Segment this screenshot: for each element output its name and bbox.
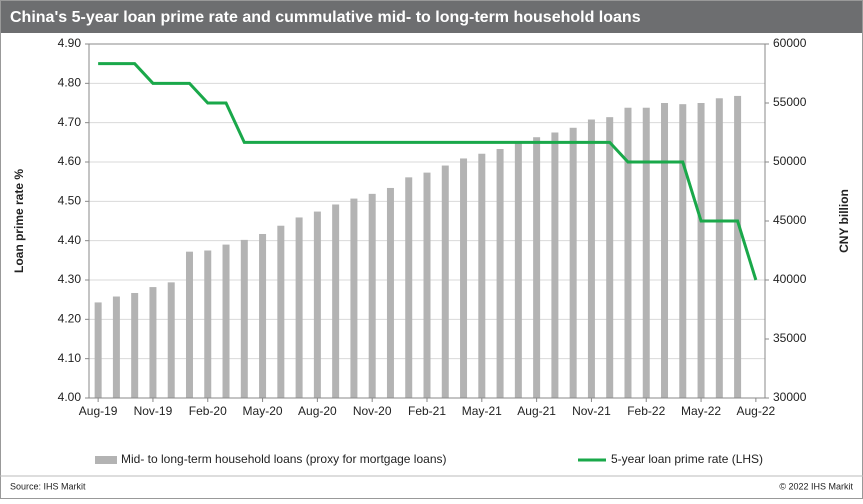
x-tick-label: Feb-22: [627, 404, 665, 418]
bar: [533, 137, 541, 398]
bar: [460, 158, 468, 398]
x-tick-label: May-21: [462, 404, 502, 418]
legend-label: Mid- to long-term household loans (proxy…: [121, 452, 447, 466]
bar: [94, 302, 102, 398]
y2-tick-label: 60000: [773, 36, 807, 50]
y-tick-label: 4.00: [58, 390, 82, 404]
title-bar: [1, 1, 862, 33]
bar: [167, 282, 175, 398]
x-tick-label: Aug-22: [737, 404, 776, 418]
bar: [551, 132, 559, 398]
y-axis-label: Loan prime rate %: [12, 169, 26, 273]
bar: [514, 143, 522, 398]
bar: [423, 172, 431, 398]
bar: [259, 233, 267, 398]
bar: [606, 117, 614, 398]
bar: [204, 250, 212, 398]
y2-tick-label: 40000: [773, 272, 807, 286]
x-tick-label: Nov-20: [353, 404, 392, 418]
x-tick-label: May-22: [681, 404, 721, 418]
y-tick-label: 4.30: [58, 272, 82, 286]
bar: [661, 103, 669, 398]
bar: [131, 292, 139, 398]
x-tick-label: Aug-21: [517, 404, 556, 418]
bar: [222, 244, 230, 398]
line: [98, 62, 758, 281]
bar: [697, 103, 705, 398]
bar: [386, 187, 394, 398]
bar: [679, 104, 687, 399]
bar: [478, 153, 486, 398]
x-tick-label: Feb-21: [408, 404, 446, 418]
x-tick-label: Feb-20: [189, 404, 227, 418]
bar: [734, 95, 742, 399]
y2-tick-label: 45000: [773, 213, 807, 227]
bar: [496, 149, 504, 398]
y-tick-label: 4.50: [58, 194, 82, 208]
bar: [405, 177, 413, 398]
bar: [350, 198, 358, 398]
x-tick-label: May-20: [243, 404, 283, 418]
x-tick-label: Aug-19: [79, 404, 118, 418]
legend-label: 5-year loan prime rate (LHS): [611, 452, 763, 466]
bar: [368, 193, 376, 398]
bar: [642, 107, 650, 398]
y2-tick-label: 55000: [773, 95, 807, 109]
bar: [441, 165, 449, 398]
bar: [277, 225, 285, 398]
y2-tick-label: 35000: [773, 331, 807, 345]
source: Source: IHS Markit: [10, 481, 86, 491]
y-tick-label: 4.90: [58, 36, 82, 50]
chart-title: China's 5-year loan prime rate and cummu…: [10, 9, 641, 26]
bar: [295, 217, 303, 398]
x-tick-label: Nov-21: [572, 404, 611, 418]
bar: [569, 127, 577, 398]
y-tick-label: 4.70: [58, 115, 82, 129]
x-tick-label: Nov-19: [134, 404, 173, 418]
bar: [587, 119, 595, 399]
bar: [313, 211, 321, 398]
bar: [624, 107, 632, 398]
y-tick-label: 4.10: [58, 351, 82, 365]
x-tick-label: Aug-20: [298, 404, 337, 418]
y2-tick-label: 30000: [773, 390, 807, 404]
bar: [240, 239, 248, 398]
y-tick-label: 4.20: [58, 312, 82, 326]
legend-swatch: [95, 456, 117, 464]
copyright: © 2022 IHS Markit: [779, 481, 853, 491]
bar: [149, 287, 157, 398]
bar: [715, 98, 723, 398]
y-tick-label: 4.60: [58, 154, 82, 168]
y-tick-label: 4.40: [58, 233, 82, 247]
bar: [185, 251, 193, 398]
bar: [332, 204, 340, 398]
y2-axis-label: CNY billion: [837, 189, 851, 253]
bar: [112, 296, 120, 398]
y-tick-label: 4.80: [58, 76, 82, 90]
y2-tick-label: 50000: [773, 154, 807, 168]
